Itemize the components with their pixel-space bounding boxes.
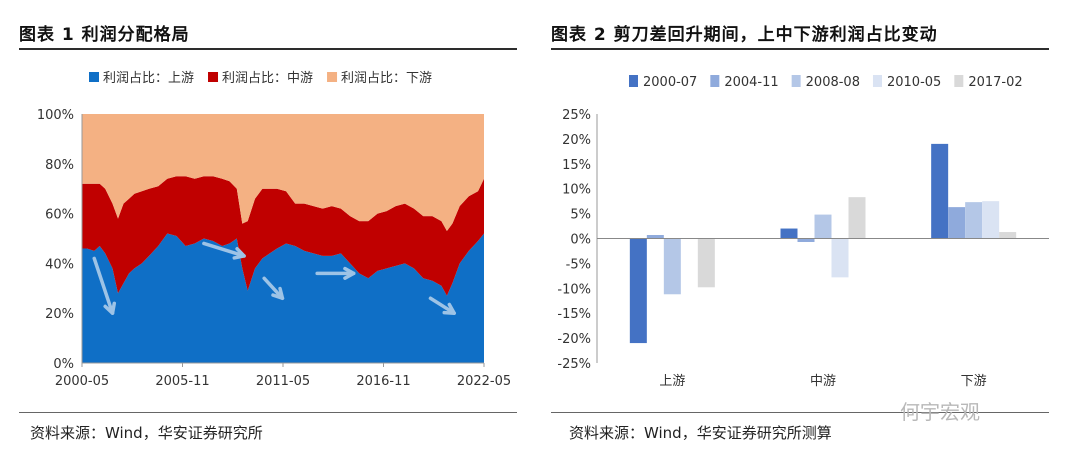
bar-2010-05-中游 <box>831 238 849 278</box>
legend-swatch-2000-07 <box>629 75 638 87</box>
x-category-label: 上游 <box>659 374 685 389</box>
y-tick-label: 100% <box>37 108 74 123</box>
arrow-head <box>343 266 356 280</box>
trend-arrow-icon <box>315 266 356 280</box>
area-series-3 <box>82 114 484 231</box>
legend-label-2000-07: 2000-07 <box>643 75 697 90</box>
legend-swatch-2008-08 <box>791 75 801 87</box>
y-tick-label: 5% <box>570 208 591 223</box>
arrow-head <box>442 302 456 315</box>
arrow-head <box>103 301 117 315</box>
trend-arrow-icon <box>428 296 456 315</box>
right-title-rule <box>551 48 1049 50</box>
legend-label-2: 利润占比：中游 <box>222 71 313 86</box>
trend-arrow-icon <box>92 256 117 315</box>
bar-2004-11-下游 <box>948 207 966 239</box>
y-tick-label: 20% <box>45 307 74 322</box>
area-series-2 <box>82 176 484 296</box>
trend-arrow-icon <box>202 241 246 260</box>
y-tick-label: 25% <box>562 108 591 123</box>
bar-2010-05-下游 <box>982 201 1000 239</box>
y-tick-label: 0% <box>570 233 591 248</box>
left-title-rule <box>19 48 517 50</box>
x-tick-label: 2011-05 <box>256 374 310 389</box>
legend-swatch-2017-02 <box>954 75 964 87</box>
y-tick-label: 20% <box>562 133 591 148</box>
arrow-shaft <box>428 296 456 315</box>
x-tick-label: 2005-11 <box>155 374 209 389</box>
x-tick-label: 2016-11 <box>356 374 410 389</box>
y-tick-label: -10% <box>557 282 591 297</box>
bar-2017-02-下游 <box>999 232 1017 239</box>
y-tick-label: 60% <box>45 208 74 223</box>
bar-2000-07-中游 <box>780 228 798 239</box>
x-tick-label: 2022-05 <box>457 374 511 389</box>
legend-label-2004-11: 2004-11 <box>724 75 778 90</box>
bar-2004-11-上游 <box>646 235 664 239</box>
watermark-text: 何宇宏观 <box>900 400 980 424</box>
y-tick-label: 40% <box>45 257 74 272</box>
x-category-label: 下游 <box>961 374 987 389</box>
arrow-shaft <box>202 241 246 258</box>
bar-2008-08-中游 <box>814 214 832 239</box>
left-chart-title: 图表 1 利润分配格局 <box>19 25 190 45</box>
arrow-head <box>271 286 285 301</box>
bar-2000-07-上游 <box>629 238 647 344</box>
y-tick-label: 10% <box>562 183 591 198</box>
bar-2017-02-上游 <box>697 238 715 288</box>
legend-label-1: 利润占比：上游 <box>103 71 194 86</box>
trend-arrow-icon <box>262 276 285 301</box>
legend-swatch-3 <box>327 72 338 82</box>
legend-label-2010-05: 2010-05 <box>887 75 941 90</box>
bar-2017-02-中游 <box>848 197 866 239</box>
right-footer-rule <box>551 412 1049 413</box>
legend-swatch-1 <box>89 72 99 82</box>
y-tick-label: 80% <box>45 158 74 173</box>
right-bar-chart: 2000-07 2004-11 2008-08 2010-05 2017-02 -25% -… <box>557 75 1049 389</box>
right-chart-title: 图表 2 剪刀差回升期间，上中下游利润占比变动 <box>551 25 938 45</box>
y-tick-label: -5% <box>566 257 591 272</box>
arrow-shaft <box>262 276 285 301</box>
bar-2008-08-上游 <box>663 238 681 295</box>
legend-label-3: 利润占比：下游 <box>341 71 432 86</box>
arrow-shaft <box>92 256 115 315</box>
y-tick-label: -15% <box>557 307 591 322</box>
legend-label-2017-02: 2017-02 <box>968 75 1022 90</box>
arrow-head <box>232 247 246 260</box>
bar-2004-11-中游 <box>797 238 815 242</box>
legend-label-2008-08: 2008-08 <box>806 75 860 90</box>
x-tick-label: 2000-05 <box>55 374 109 389</box>
left-area-chart: 利润占比：上游 利润占比：中游 利润占比：下游 0% 20% 40% 60% 80% 100% 2… <box>37 71 511 389</box>
bar-2000-07-下游 <box>931 143 949 239</box>
legend-swatch-2010-05 <box>872 75 882 87</box>
left-footer-rule <box>19 412 517 413</box>
left-source-note: 资料来源：Wind，华安证券研究所 <box>30 424 263 442</box>
bar-2008-08-下游 <box>965 202 983 239</box>
legend-swatch-2004-11 <box>710 75 720 87</box>
right-source-note: 资料来源：Wind，华安证券研究所测算 <box>569 424 832 442</box>
y-tick-label: -20% <box>557 332 591 347</box>
y-tick-label: -25% <box>557 357 591 372</box>
y-tick-label: 0% <box>53 357 74 372</box>
legend-swatch-2 <box>208 72 219 82</box>
x-category-label: 中游 <box>810 374 836 389</box>
y-tick-label: 15% <box>562 158 591 173</box>
